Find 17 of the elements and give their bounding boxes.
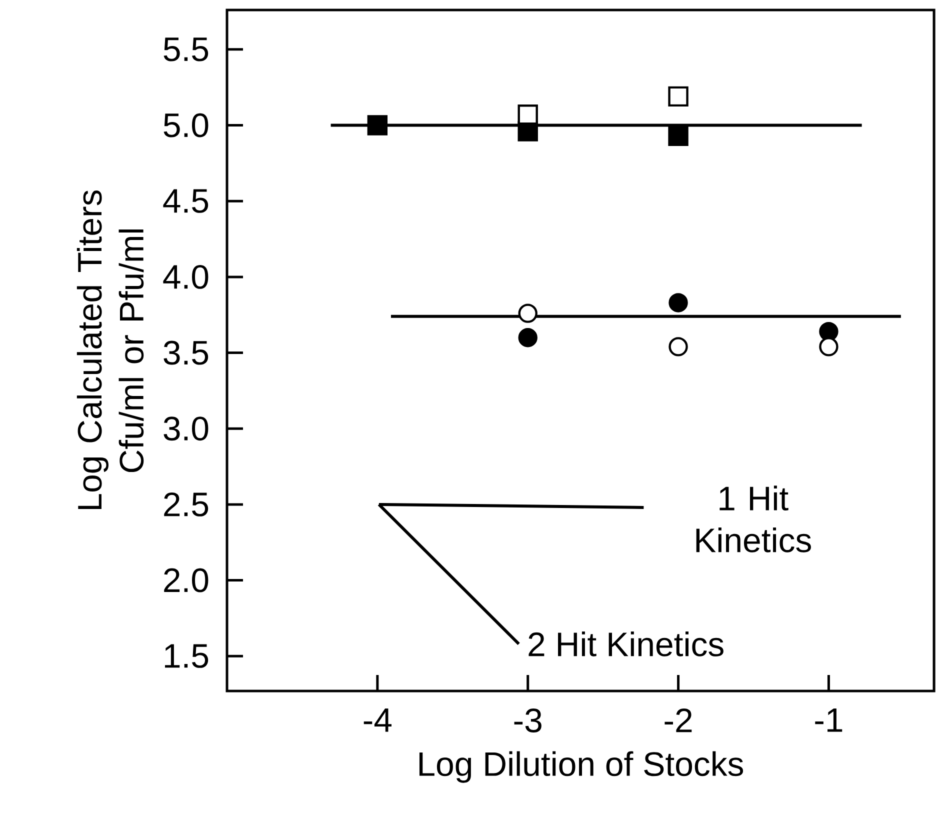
- y-tick-label: 3.5: [164, 340, 208, 365]
- y-tick-label: 3.0: [164, 416, 208, 441]
- y-tick-label: 4.0: [163, 264, 208, 289]
- y-tick-label: 4.5: [163, 189, 208, 213]
- y-tick-label: 2.5: [164, 492, 208, 516]
- annotation: 2 Hit Kinetics: [528, 632, 724, 656]
- x-tick-label: -3: [514, 708, 542, 732]
- y-tick-label: 1.5: [165, 644, 208, 668]
- y-tick-label: 2.0: [164, 568, 208, 592]
- x-tick-label: -4: [364, 708, 392, 732]
- y-tick-label: 5.0: [164, 113, 208, 138]
- y-axis-title: Log Calculated Titers Cfu/ml or Pfu/ml: [76, 190, 144, 510]
- x-axis-title: Log Dilution of Stocks: [419, 751, 744, 783]
- y-tick-label: 5.5: [164, 38, 208, 62]
- x-tick-label: -1: [815, 708, 842, 732]
- annotation: 1 Hit Kinetics: [696, 486, 811, 552]
- x-tick-label: -2: [664, 708, 692, 732]
